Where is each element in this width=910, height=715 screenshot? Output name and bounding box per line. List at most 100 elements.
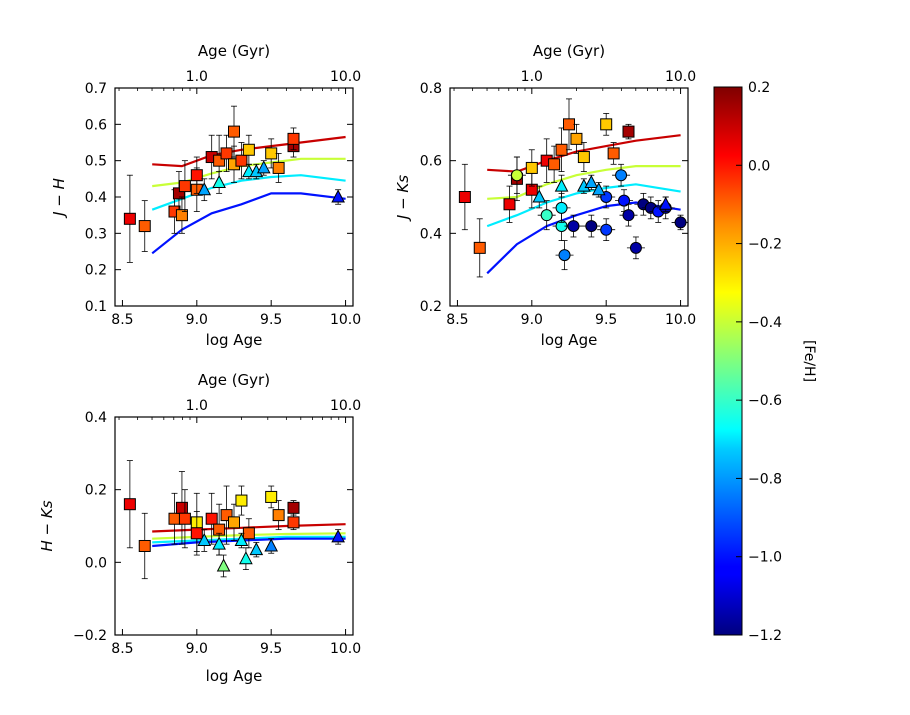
panel-j-ks-top-tick-label: 10.0 bbox=[665, 69, 696, 85]
colorbar-label: [Fe/H] bbox=[801, 340, 817, 382]
circle-marker bbox=[567, 220, 580, 233]
triangle-marker bbox=[234, 532, 249, 547]
panel-j-ks-top-tick-label: 1.0 bbox=[521, 69, 543, 85]
panel-h-ks-data-point-19 bbox=[216, 554, 231, 578]
panel-h-ks-top-tick-label: 1.0 bbox=[186, 398, 208, 414]
panel-j-h-data-point-13 bbox=[235, 142, 248, 180]
panel-h-ks-data-point-13 bbox=[265, 485, 278, 509]
panel-j-h-top-axis-label: Age (Gyr) bbox=[198, 42, 270, 60]
triangle-marker bbox=[239, 551, 253, 565]
panel-j-ks-data-point-19 bbox=[555, 240, 574, 271]
panel-j-ks-x-tick-label: 9.0 bbox=[521, 312, 543, 328]
panel-j-ks-top-axis-label: Age (Gyr) bbox=[533, 42, 605, 60]
panel-j-h-top-tick-label: 1.0 bbox=[186, 69, 208, 85]
panel-j-h-y-tick-label: 0.5 bbox=[85, 154, 107, 170]
panel-j-ks-data-point-1 bbox=[473, 218, 486, 278]
panel-j-h-y-tick-label: 0.3 bbox=[85, 226, 107, 242]
panel-j-h-x-tick-label: 10.0 bbox=[330, 312, 361, 328]
panel-j-h-x-tick-label: 9.0 bbox=[186, 312, 208, 328]
triangle-marker bbox=[658, 196, 673, 210]
square-marker bbox=[242, 143, 255, 156]
panel-j-ks-data-point-0 bbox=[458, 163, 471, 231]
panel-h-ks-data-point-22 bbox=[249, 541, 264, 558]
panel-j-ks-data-point-25 bbox=[615, 189, 634, 212]
panel-j-ks-data-point-26 bbox=[619, 203, 638, 227]
square-marker bbox=[607, 147, 620, 160]
square-marker bbox=[555, 143, 568, 156]
panel-j-h-x-tick-label: 8.5 bbox=[111, 312, 133, 328]
panel-j-ks-data-point-10 bbox=[570, 123, 583, 154]
circle-marker bbox=[618, 194, 631, 207]
square-marker bbox=[577, 151, 590, 164]
colorbar-gradient bbox=[713, 86, 743, 636]
panel-j-ks-x-tick-label: 9.5 bbox=[595, 312, 617, 328]
square-marker bbox=[220, 509, 233, 522]
triangle-marker bbox=[216, 558, 231, 572]
panel-j-h-data-point-23 bbox=[256, 160, 271, 176]
triangle-marker bbox=[584, 174, 599, 188]
panel-h-ks-data-point-15 bbox=[287, 500, 300, 516]
triangle-marker bbox=[197, 532, 212, 547]
panel-j-ks-x-tick-label: 10.0 bbox=[665, 312, 696, 328]
square-marker bbox=[287, 132, 300, 145]
colorbar-tick-label: −0.6 bbox=[748, 393, 782, 409]
square-marker bbox=[563, 118, 575, 131]
panel-h-ks-x-axis-label: log Age bbox=[206, 667, 263, 685]
panel-j-ks-data-point-22 bbox=[597, 218, 616, 242]
panel-j-h-y-tick-label: 0.4 bbox=[85, 190, 107, 206]
panel-h-ks-data-point-1 bbox=[138, 512, 151, 580]
panel-j-h-data-point-19 bbox=[197, 178, 212, 202]
panel-h-ks-y-tick-label: 0.4 bbox=[85, 410, 107, 426]
panel-j-ks-frame bbox=[449, 87, 689, 307]
square-marker bbox=[235, 494, 248, 507]
square-marker bbox=[242, 527, 255, 540]
triangle-marker bbox=[591, 182, 606, 196]
square-marker bbox=[220, 147, 233, 160]
triangle-marker bbox=[212, 174, 226, 188]
panel-h-ks-data-point-3 bbox=[175, 471, 188, 545]
circle-marker bbox=[585, 220, 598, 233]
panel-j-h-data-point-24 bbox=[331, 189, 345, 205]
panel-j-h-data-point-20 bbox=[212, 171, 226, 194]
square-marker bbox=[548, 158, 561, 171]
panel-j-ks-y-tick-label: 0.4 bbox=[420, 226, 442, 242]
triangle-marker bbox=[331, 189, 345, 203]
panel-j-ks-data-point-2 bbox=[503, 185, 516, 223]
panel-j-h-x-axis-label: log Age bbox=[206, 331, 263, 349]
square-marker bbox=[178, 180, 191, 193]
panel-h-ks-data-point-7 bbox=[205, 492, 218, 545]
panel-j-ks: 8.5 9.0 9.5 10.0 0.2 0.4 0.6 0.8 1.0 10.0 Age (Gy… bbox=[394, 42, 696, 349]
panel-h-ks-y-tick-label: 0.0 bbox=[85, 555, 107, 571]
circle-marker bbox=[622, 209, 635, 222]
square-marker bbox=[272, 161, 285, 174]
panel-h-ks-data-point-20 bbox=[234, 532, 249, 549]
square-marker bbox=[265, 147, 278, 160]
panel-j-h-y-tick-label: 0.7 bbox=[85, 81, 107, 97]
circle-marker bbox=[674, 216, 687, 229]
panel-j-ks-axes: 8.5 9.0 9.5 10.0 0.2 0.4 0.6 0.8 1.0 10.0 bbox=[420, 69, 696, 328]
panel-j-h-data-point-5 bbox=[178, 160, 191, 212]
panel-j-ks-data-point-20 bbox=[564, 214, 583, 238]
panel-j-ks-y-tick-label: 0.8 bbox=[420, 81, 442, 97]
panel-h-ks-frame bbox=[114, 416, 354, 636]
colorbar: 0.2 0.0 −0.2 −0.4 −0.6 −0.8 −1.0 −1.2 [Fe/H] bbox=[713, 80, 817, 644]
panel-h-ks-top-tick-label: 10.0 bbox=[330, 398, 361, 414]
square-marker bbox=[190, 169, 203, 182]
circle-marker bbox=[555, 201, 568, 214]
panel-h-ks: 8.5 9.0 9.5 10.0 −0.2 0.0 0.2 0.4 1.0 10.0 Age (G… bbox=[38, 371, 361, 685]
square-marker bbox=[473, 241, 486, 254]
square-marker bbox=[228, 125, 240, 138]
panel-h-ks-y-tick-label: −0.2 bbox=[73, 628, 107, 644]
square-marker bbox=[138, 539, 151, 552]
colorbar-tick-label: −1.0 bbox=[748, 550, 782, 566]
panel-j-h-data-point-1 bbox=[138, 200, 151, 252]
panel-j-h-model-line-3 bbox=[151, 192, 346, 255]
panel-j-ks-data-point-11 bbox=[577, 142, 590, 172]
panel-j-ks-data-point-14 bbox=[622, 123, 635, 140]
panel-h-ks-data-point-16 bbox=[287, 514, 300, 531]
colorbar-tick-label: 0.0 bbox=[748, 158, 770, 174]
panel-j-ks-data-point-16 bbox=[537, 200, 556, 231]
triangle-marker bbox=[249, 542, 264, 556]
panel-h-ks-data-point-11 bbox=[235, 485, 248, 516]
